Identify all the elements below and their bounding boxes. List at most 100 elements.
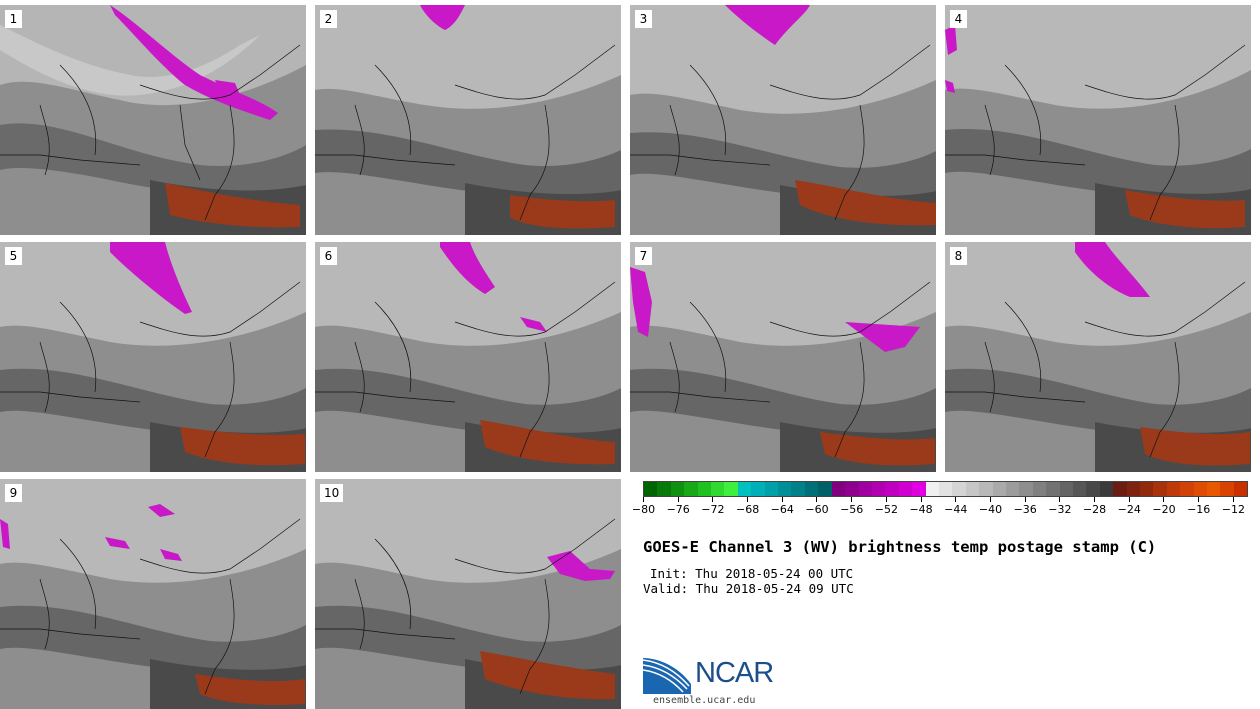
colorbar-tick-label: −32 xyxy=(1048,503,1072,516)
colorbar-tick-label: −48 xyxy=(909,503,933,516)
colorbar-tick-label: −72 xyxy=(701,503,725,516)
wv-map-8 xyxy=(945,242,1251,472)
colorbar-tick-label: −60 xyxy=(805,503,829,516)
panel-number: 8 xyxy=(950,247,967,265)
colorbar-tick-label: −24 xyxy=(1117,503,1141,516)
colorbar-tick-label: −36 xyxy=(1013,503,1037,516)
colorbar-swatch xyxy=(1207,482,1221,496)
panel-number: 2 xyxy=(320,10,337,28)
colorbar-tick xyxy=(885,497,887,502)
colorbar-swatch xyxy=(1073,482,1087,496)
valid-time: Valid: Thu 2018-05-24 09 UTC xyxy=(643,581,854,596)
colorbar-tick-label: −52 xyxy=(874,503,898,516)
colorbar-swatch xyxy=(898,482,913,496)
colorbar-swatch xyxy=(737,482,752,496)
colorbar-tick xyxy=(1163,497,1165,502)
member-panel-3: 3 xyxy=(630,5,936,235)
colorbar: −80 −76 −72 −68 −64 −60 −56 −52 −48 −44 −40 −36 −32−… xyxy=(632,481,1248,521)
colorbar-tick-label: −64 xyxy=(770,503,794,516)
colorbar-tick xyxy=(712,497,714,502)
panel-number: 7 xyxy=(635,247,652,265)
ncar-wordmark: NCAR xyxy=(695,657,774,689)
colorbar-swatch xyxy=(804,482,819,496)
member-panel-1: 1 xyxy=(0,5,306,235)
panel-number: 3 xyxy=(635,10,652,28)
colorbar-tick-label: −20 xyxy=(1152,503,1176,516)
wv-map-1 xyxy=(0,5,306,235)
colorbar-swatch xyxy=(697,482,712,496)
colorbar-swatch xyxy=(778,482,792,496)
member-panel-10: 10 xyxy=(315,479,621,709)
member-panel-2: 2 xyxy=(315,5,621,235)
colorbar-swatch xyxy=(751,482,765,496)
colorbar-swatch xyxy=(764,482,779,496)
panel-number: 5 xyxy=(5,247,22,265)
colorbar-swatch xyxy=(871,482,886,496)
colorbar-tick xyxy=(1128,497,1130,502)
member-panel-4: 4 xyxy=(945,5,1251,235)
colorbar-tick-label: −40 xyxy=(978,503,1003,516)
colorbar-swatch xyxy=(979,482,993,496)
colorbar-swatch xyxy=(992,482,1006,496)
colorbar-swatch xyxy=(1019,482,1033,496)
colorbar-swatch xyxy=(1220,482,1234,496)
colorbar-swatch xyxy=(818,482,832,496)
colorbar-tick xyxy=(989,497,991,502)
wv-map-10 xyxy=(315,479,621,709)
colorbar-tick-label: −80 xyxy=(631,503,656,516)
colorbar-tick-label: −68 xyxy=(735,503,760,516)
colorbar-swatch xyxy=(1233,482,1248,496)
member-panel-5: 5 xyxy=(0,242,306,472)
member-panel-9: 9 xyxy=(0,479,306,709)
colorbar-swatch xyxy=(1166,482,1181,496)
colorbar-swatch xyxy=(724,482,738,496)
wv-map-5 xyxy=(0,242,306,472)
colorbar-swatch xyxy=(1005,482,1020,496)
colorbar-tick xyxy=(677,497,679,502)
colorbar-swatch xyxy=(657,482,671,496)
wv-map-7 xyxy=(630,242,936,472)
ncar-logo-mark xyxy=(643,658,691,694)
colorbar-swatch xyxy=(925,482,939,496)
colorbar-swatch xyxy=(938,482,953,496)
colorbar-tick-label: −12 xyxy=(1221,503,1245,516)
colorbar-tick xyxy=(1232,497,1234,502)
colorbar-tick-label: −44 xyxy=(944,503,968,516)
colorbar-swatches xyxy=(643,481,1248,497)
colorbar-swatch xyxy=(1113,482,1127,496)
colorbar-swatch xyxy=(644,482,658,496)
colorbar-ticks: −80 −76 −72 −68 −64 −60 −56 −52 −48 −44 −40 −36 −32−… xyxy=(632,497,1248,521)
colorbar-tick-label: −28 xyxy=(1082,503,1107,516)
colorbar-swatch xyxy=(1059,482,1073,496)
colorbar-tick xyxy=(1198,497,1200,502)
colorbar-swatch xyxy=(885,482,899,496)
wv-map-9 xyxy=(0,479,306,709)
colorbar-swatch xyxy=(952,482,966,496)
wv-map-3 xyxy=(630,5,936,235)
colorbar-tick xyxy=(643,497,644,502)
panel-number: 6 xyxy=(320,247,337,265)
member-panel-6: 6 xyxy=(315,242,621,472)
colorbar-tick-label: −76 xyxy=(666,503,690,516)
wv-map-2 xyxy=(315,5,621,235)
colorbar-swatch xyxy=(965,482,980,496)
colorbar-tick xyxy=(851,497,853,502)
colorbar-swatch xyxy=(1046,482,1060,496)
colorbar-tick-label: −16 xyxy=(1187,503,1211,516)
colorbar-swatch xyxy=(1032,482,1047,496)
colorbar-swatch xyxy=(1153,482,1167,496)
colorbar-tick xyxy=(1094,497,1096,502)
colorbar-swatch xyxy=(1140,482,1154,496)
colorbar-swatch xyxy=(1126,482,1141,496)
colorbar-tick xyxy=(747,497,749,502)
colorbar-tick xyxy=(781,497,783,502)
colorbar-tick xyxy=(1059,497,1061,502)
ncar-logo: NCAR ensemble.ucar.edu xyxy=(643,652,803,706)
colorbar-swatch xyxy=(670,482,685,496)
wv-map-4 xyxy=(945,5,1251,235)
colorbar-tick-label: −56 xyxy=(840,503,864,516)
member-panel-8: 8 xyxy=(945,242,1251,472)
colorbar-swatch xyxy=(831,482,846,496)
colorbar-swatch xyxy=(1180,482,1194,496)
colorbar-swatch xyxy=(1193,482,1208,496)
